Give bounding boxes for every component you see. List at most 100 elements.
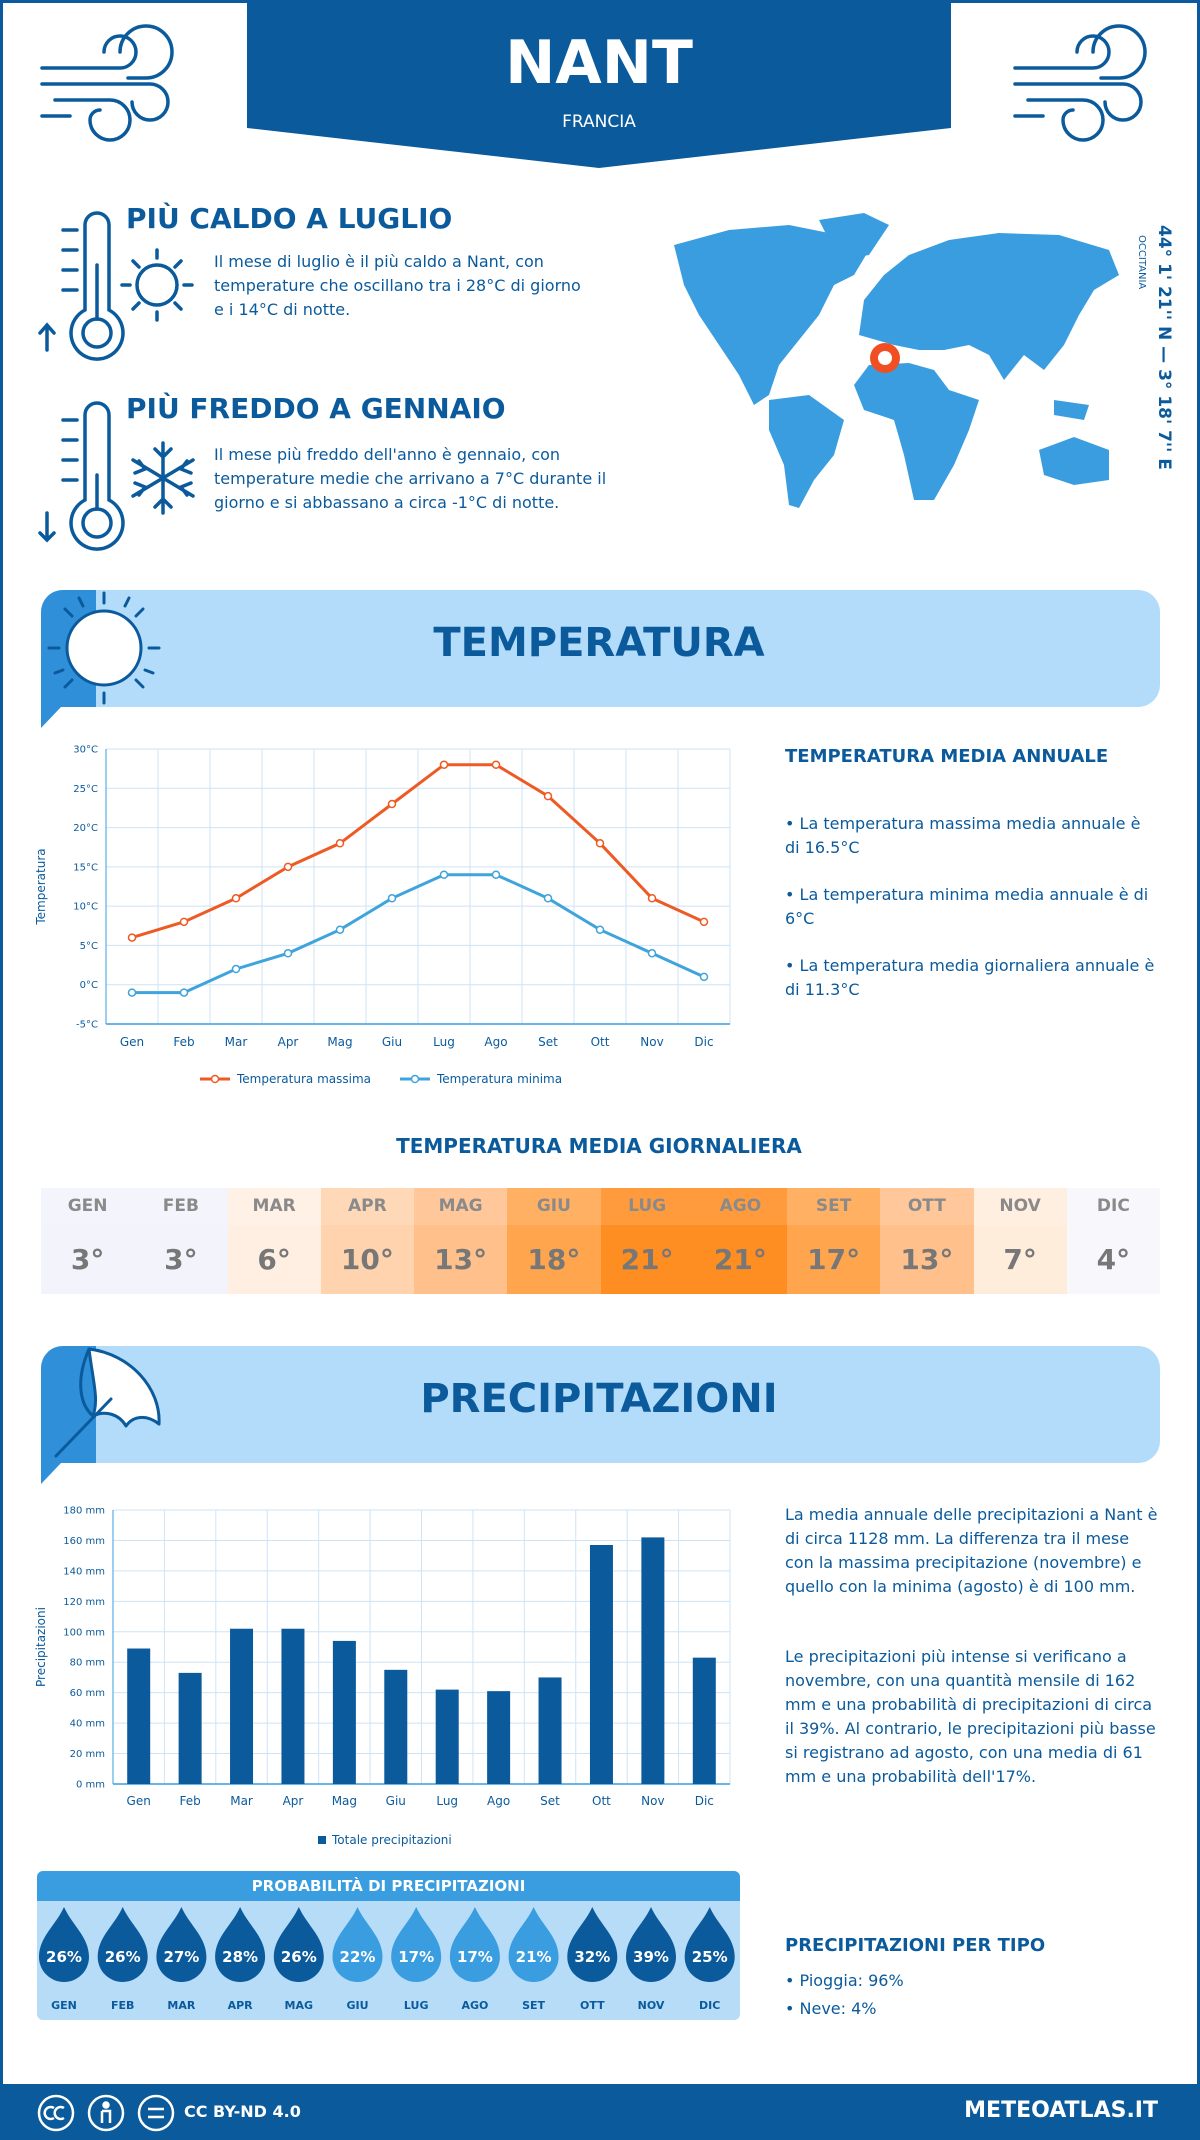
probability-month: DIC bbox=[699, 1999, 720, 2012]
point bbox=[699, 972, 709, 982]
city-title: NANT bbox=[505, 28, 693, 98]
y-tick-label: 15°C bbox=[73, 862, 98, 873]
probability-drop bbox=[97, 1907, 148, 1982]
point bbox=[127, 933, 137, 942]
x-tick-label: Mag bbox=[332, 1794, 357, 1808]
warmest-title: PIÙ CALDO A LUGLIO bbox=[126, 202, 453, 235]
legend-swatch bbox=[318, 1836, 326, 1844]
x-tick-label: Lug bbox=[436, 1794, 458, 1808]
point bbox=[127, 988, 137, 997]
header-banner bbox=[247, 0, 951, 168]
probability-drop bbox=[273, 1907, 324, 1982]
bar bbox=[281, 1628, 305, 1784]
site-name[interactable]: METEOATLAS.IT bbox=[964, 2098, 1158, 2123]
precipitation-type-title: PRECIPITAZIONI PER TIPO bbox=[785, 1935, 1046, 1956]
precipitation-type: • Pioggia: 96% bbox=[785, 1971, 904, 1990]
series-line bbox=[132, 873, 705, 995]
precipitation-banner bbox=[41, 1346, 1160, 1484]
bar bbox=[435, 1689, 459, 1784]
x-tick-label: Dic bbox=[695, 1794, 714, 1808]
country-subtitle: FRANCIA bbox=[562, 112, 636, 132]
point bbox=[491, 760, 501, 769]
x-tick-label: Mag bbox=[327, 1035, 352, 1049]
point bbox=[595, 839, 605, 848]
table-column: OTT 13° bbox=[880, 1188, 974, 1294]
point bbox=[179, 917, 189, 927]
header-graphics bbox=[40, 0, 1147, 168]
point bbox=[543, 894, 553, 903]
probability-month: FEB bbox=[111, 1999, 134, 2012]
probability-value: 39% bbox=[633, 1948, 669, 1966]
table-column: SET 17° bbox=[787, 1188, 881, 1294]
month-header: OTT bbox=[880, 1188, 974, 1225]
point bbox=[647, 894, 657, 903]
month-header: MAR bbox=[227, 1188, 321, 1225]
precipitation-type: • Neve: 4% bbox=[785, 1999, 877, 2018]
probability-value: 27% bbox=[163, 1948, 199, 1966]
temperature-title: TEMPERATURA bbox=[433, 620, 765, 666]
coldest-title: PIÙ FREDDO A GENNAIO bbox=[126, 392, 506, 425]
probability-value: 26% bbox=[281, 1948, 317, 1966]
x-tick-label: Mar bbox=[225, 1035, 248, 1049]
probability-title: PROBABILITÀ DI PRECIPITAZIONI bbox=[37, 1871, 740, 1901]
x-tick-label: Nov bbox=[641, 1794, 664, 1808]
point bbox=[543, 791, 553, 801]
probability-drop bbox=[156, 1907, 207, 1982]
probability-value: 25% bbox=[692, 1948, 728, 1966]
x-tick-label: Feb bbox=[173, 1035, 194, 1049]
probability-value: 26% bbox=[105, 1948, 141, 1966]
x-tick-label: Set bbox=[538, 1035, 558, 1049]
month-temperature: 21° bbox=[620, 1243, 674, 1276]
table-column: APR 10° bbox=[320, 1188, 414, 1294]
month-header: LUG bbox=[600, 1188, 694, 1225]
x-tick-label: Nov bbox=[640, 1035, 663, 1049]
table-column: LUG 21° bbox=[600, 1188, 694, 1294]
month-temperature: 7° bbox=[1003, 1243, 1037, 1276]
y-axis-label: Precipitazioni bbox=[34, 1607, 48, 1687]
point bbox=[439, 760, 449, 769]
y-tick-label: 180 mm bbox=[63, 1506, 105, 1517]
table-column: MAR 6° bbox=[227, 1188, 321, 1294]
coordinates: 44° 1' 21'' N — 3° 18' 7'' E bbox=[1154, 225, 1174, 470]
y-tick-label: 10°C bbox=[73, 902, 98, 913]
x-tick-label: Dic bbox=[694, 1035, 713, 1049]
temperature-bullet: • La temperatura massima media annuale è… bbox=[785, 814, 1141, 857]
y-tick-label: 120 mm bbox=[63, 1597, 105, 1608]
probability-drop bbox=[391, 1907, 442, 1982]
month-temperature: 3° bbox=[70, 1243, 105, 1276]
point bbox=[283, 949, 293, 958]
month-temperature: 10° bbox=[340, 1243, 394, 1276]
x-tick-label: Gen bbox=[127, 1794, 151, 1808]
y-tick-label: 5°C bbox=[80, 941, 98, 952]
probability-value: 28% bbox=[222, 1948, 258, 1966]
probability-month: SET bbox=[522, 1999, 545, 2012]
table-column: FEB 3° bbox=[134, 1188, 228, 1294]
table-column: GEN 3° bbox=[41, 1188, 135, 1294]
month-temperature: 18° bbox=[527, 1243, 581, 1276]
temperature-bullet: • La temperatura minima media annuale è … bbox=[785, 885, 1149, 928]
x-tick-label: Giu bbox=[386, 1794, 406, 1808]
month-header: GEN bbox=[41, 1188, 135, 1225]
bar bbox=[641, 1537, 665, 1784]
x-tick-label: Set bbox=[540, 1794, 560, 1808]
x-tick-label: Ott bbox=[592, 1794, 611, 1808]
month-temperature: 4° bbox=[1096, 1243, 1131, 1276]
table-column: NOV 7° bbox=[973, 1188, 1067, 1294]
probability-month: APR bbox=[228, 1999, 254, 2012]
month-temperature: 13° bbox=[434, 1243, 488, 1276]
wind-icon-right bbox=[1013, 24, 1147, 142]
probability-value: 22% bbox=[340, 1948, 376, 1966]
bar bbox=[332, 1640, 356, 1784]
x-tick-label: Feb bbox=[180, 1794, 201, 1808]
month-header: FEB bbox=[134, 1188, 228, 1225]
month-temperature: 13° bbox=[900, 1243, 954, 1276]
month-temperature: 17° bbox=[807, 1243, 861, 1276]
probability-drop bbox=[332, 1907, 383, 1982]
probability-month: GIU bbox=[346, 1999, 368, 2012]
probability-month: AGO bbox=[461, 1999, 488, 2012]
month-header: GIU bbox=[507, 1188, 601, 1225]
legend-label: Temperatura massima bbox=[236, 1072, 371, 1086]
daily-table-title: TEMPERATURA MEDIA GIORNALIERA bbox=[396, 1134, 802, 1158]
point bbox=[335, 925, 345, 934]
